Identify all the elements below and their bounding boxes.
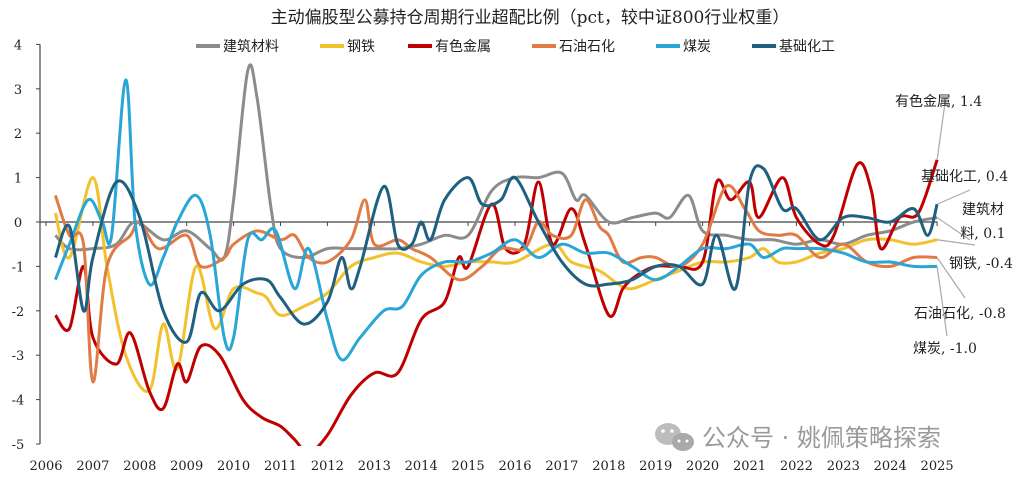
leader-line bbox=[936, 102, 946, 160]
y-tick-label: -3 bbox=[12, 349, 25, 364]
x-tick-label: 2011 bbox=[264, 459, 297, 474]
annotation-label: 基础化工, 0.4 bbox=[921, 168, 1008, 185]
watermark: 公众号 · 姚佩策略探索 bbox=[655, 423, 941, 452]
wechat-icon bbox=[655, 423, 694, 451]
series-line-有色金属 bbox=[54, 159, 939, 446]
series-lines bbox=[53, 63, 939, 446]
legend-label: 建筑材料 bbox=[223, 39, 279, 55]
x-tick-label: 2008 bbox=[123, 459, 156, 474]
legend-item: 钢铁 bbox=[320, 39, 375, 55]
x-tick-label: 2022 bbox=[780, 459, 813, 474]
legend-label: 煤炭 bbox=[683, 39, 711, 55]
legend-item: 有色金属 bbox=[408, 38, 491, 55]
y-tick-label: 0 bbox=[14, 216, 22, 231]
x-tick-label: 2009 bbox=[170, 459, 203, 474]
series-line-煤炭 bbox=[53, 78, 938, 362]
x-tick-label: 2012 bbox=[311, 459, 344, 474]
annotation-label: 煤炭, -1.0 bbox=[913, 341, 977, 357]
y-tick-label: -1 bbox=[12, 260, 25, 275]
y-tick-label: 2 bbox=[14, 127, 22, 142]
x-tick-label: 2018 bbox=[592, 459, 625, 474]
x-tick-label: 2019 bbox=[639, 459, 672, 474]
legend-label: 基础化工 bbox=[779, 38, 835, 55]
x-tick-label: 2023 bbox=[827, 459, 860, 474]
annotation-label: 石油石化, -0.8 bbox=[914, 306, 1006, 322]
legend-label: 石油石化 bbox=[559, 39, 615, 55]
series-line-钢铁 bbox=[53, 176, 938, 394]
x-tick-label: 2016 bbox=[498, 459, 531, 474]
annotation-label: 有色金属, 1.4 bbox=[895, 93, 982, 110]
x-tick-label: 2015 bbox=[452, 459, 485, 474]
x-tick-label: 2007 bbox=[76, 459, 109, 474]
legend-item: 建筑材料 bbox=[196, 39, 279, 55]
leader-line bbox=[936, 189, 971, 205]
y-tick-label: -5 bbox=[12, 438, 25, 453]
annotation-钢铁: 钢铁, -0.4 bbox=[937, 239, 1013, 272]
y-tick-label: -2 bbox=[12, 305, 25, 320]
series-line-基础化工 bbox=[53, 164, 939, 344]
annotation-建筑材料: 建筑材料, 0.1 bbox=[936, 202, 1006, 242]
x-tick-label: 2021 bbox=[733, 459, 766, 474]
x-tick-label: 2013 bbox=[358, 459, 391, 474]
y-tick-label: 1 bbox=[14, 172, 22, 187]
y-tick-label: -4 bbox=[12, 394, 25, 409]
x-tick-label: 2017 bbox=[545, 459, 578, 474]
leader-line bbox=[936, 257, 966, 299]
watermark-text: 公众号 · 姚佩策略探索 bbox=[702, 424, 941, 452]
y-tick-label: 3 bbox=[14, 83, 22, 98]
x-tick-label: 2020 bbox=[686, 459, 719, 474]
legend: 建筑材料 钢铁 有色金属 石油石化 煤炭 基础化工 bbox=[196, 38, 835, 55]
legend-item: 石油石化 bbox=[532, 39, 615, 55]
leader-line bbox=[936, 217, 971, 241]
legend-label: 有色金属 bbox=[435, 38, 491, 55]
legend-item: 煤炭 bbox=[656, 39, 711, 55]
legend-item: 基础化工 bbox=[752, 38, 835, 55]
x-tick-label: 2024 bbox=[874, 459, 907, 474]
annotation-煤炭: 煤炭, -1.0 bbox=[913, 266, 977, 357]
annotation-label-box: 建筑材料, 0.1 bbox=[960, 202, 1006, 242]
x-tick-label: 2025 bbox=[921, 459, 954, 474]
annotation-基础化工: 基础化工, 0.4 bbox=[921, 168, 1008, 205]
x-tick-label: 2006 bbox=[29, 459, 62, 474]
annotations: 建筑材料, 0.1 钢铁, -0.4 有色金属, 1.4 石油石化, -0.8 煤炭, … bbox=[895, 93, 1013, 357]
annotation-label: 钢铁, -0.4 bbox=[949, 256, 1013, 272]
chart-title: 主动偏股型公募持仓周期行业超配比例（pct，较中证800行业权重） bbox=[271, 8, 790, 28]
annotation-label: 建筑材料, 0.1 bbox=[960, 202, 1006, 242]
annotation-石油石化: 石油石化, -0.8 bbox=[914, 257, 1006, 322]
legend-label: 钢铁 bbox=[347, 39, 375, 55]
axes: 4 3 2 1 0 -1 -2 -3 -4 -5 2006 2007 2008 2009 2010 2011 2… bbox=[12, 38, 954, 474]
annotation-有色金属: 有色金属, 1.4 bbox=[895, 93, 982, 160]
leader-line bbox=[937, 239, 976, 246]
x-tick-label: 2010 bbox=[217, 459, 250, 474]
y-tick-label: 4 bbox=[14, 38, 22, 53]
leader-line bbox=[936, 266, 948, 337]
x-tick-label: 2014 bbox=[405, 459, 438, 474]
